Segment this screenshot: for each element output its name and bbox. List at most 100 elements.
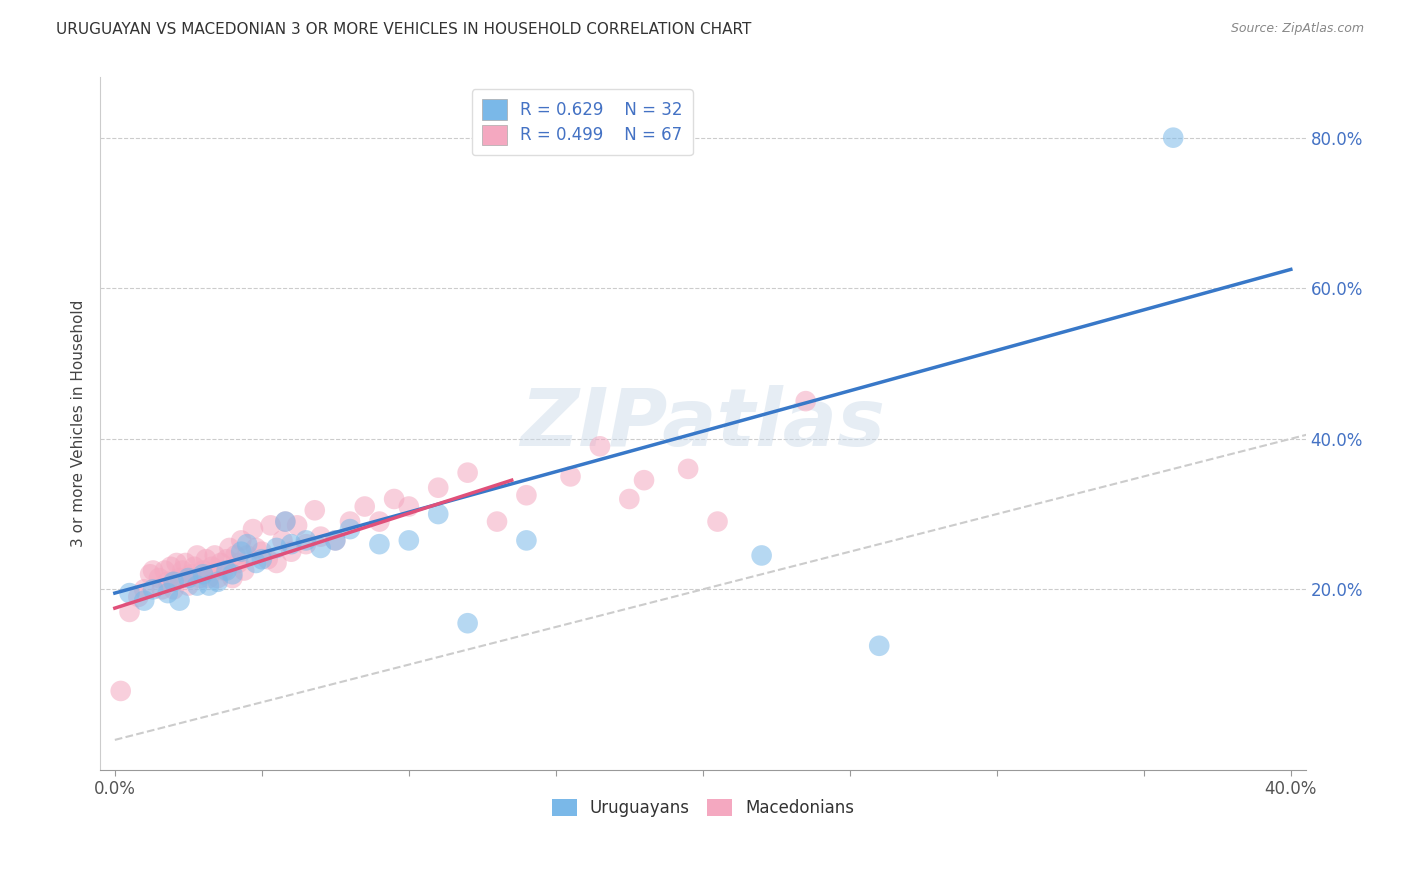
Point — [271, 533, 294, 548]
Point — [353, 500, 375, 514]
Point — [169, 593, 191, 607]
Point — [177, 571, 200, 585]
Point — [382, 491, 405, 506]
Point — [794, 394, 817, 409]
Point — [339, 522, 361, 536]
Point — [427, 481, 450, 495]
Point — [118, 586, 141, 600]
Point — [368, 515, 391, 529]
Point — [266, 541, 288, 555]
Point — [172, 564, 194, 578]
Point — [186, 578, 208, 592]
Point — [427, 507, 450, 521]
Point — [398, 500, 420, 514]
Point — [515, 533, 537, 548]
Point — [188, 571, 211, 585]
Point — [201, 559, 224, 574]
Point — [204, 549, 226, 563]
Point — [231, 544, 253, 558]
Point — [215, 564, 238, 578]
Point — [323, 533, 346, 548]
Point — [215, 552, 238, 566]
Point — [198, 578, 221, 592]
Point — [280, 544, 302, 558]
Point — [259, 518, 281, 533]
Point — [218, 541, 240, 555]
Point — [148, 571, 170, 585]
Point — [457, 466, 479, 480]
Point — [118, 605, 141, 619]
Point — [156, 574, 179, 589]
Point — [194, 552, 217, 566]
Point — [162, 574, 184, 589]
Point — [127, 590, 149, 604]
Point — [274, 515, 297, 529]
Point — [209, 556, 232, 570]
Point — [207, 571, 229, 585]
Point — [256, 552, 278, 566]
Point — [191, 564, 214, 578]
Point — [245, 556, 267, 570]
Point — [183, 559, 205, 574]
Point — [309, 530, 332, 544]
Point — [191, 567, 214, 582]
Point — [619, 491, 641, 506]
Point — [486, 515, 509, 529]
Point — [295, 533, 318, 548]
Point — [110, 684, 132, 698]
Point — [368, 537, 391, 551]
Point — [174, 556, 197, 570]
Point — [198, 571, 221, 585]
Point — [242, 522, 264, 536]
Point — [159, 559, 181, 574]
Point — [751, 549, 773, 563]
Point — [226, 556, 249, 570]
Point — [245, 541, 267, 555]
Point — [212, 564, 235, 578]
Point — [177, 578, 200, 592]
Point — [142, 582, 165, 597]
Point — [162, 582, 184, 597]
Point — [186, 549, 208, 563]
Point — [233, 564, 256, 578]
Point — [231, 533, 253, 548]
Point — [676, 462, 699, 476]
Point — [156, 586, 179, 600]
Point — [868, 639, 890, 653]
Text: ZIPatlas: ZIPatlas — [520, 384, 886, 463]
Point — [221, 571, 243, 585]
Point — [1161, 130, 1184, 145]
Point — [280, 537, 302, 551]
Point — [304, 503, 326, 517]
Legend: Uruguayans, Macedonians: Uruguayans, Macedonians — [546, 792, 860, 824]
Point — [706, 515, 728, 529]
Point — [398, 533, 420, 548]
Point — [134, 582, 156, 597]
Point — [139, 567, 162, 582]
Point — [560, 469, 582, 483]
Point — [323, 533, 346, 548]
Point — [221, 567, 243, 582]
Point — [295, 537, 318, 551]
Point — [339, 515, 361, 529]
Point — [266, 556, 288, 570]
Point — [457, 616, 479, 631]
Point — [274, 515, 297, 529]
Point — [250, 552, 273, 566]
Text: URUGUAYAN VS MACEDONIAN 3 OR MORE VEHICLES IN HOUSEHOLD CORRELATION CHART: URUGUAYAN VS MACEDONIAN 3 OR MORE VEHICL… — [56, 22, 752, 37]
Point — [633, 473, 655, 487]
Point — [285, 518, 308, 533]
Point — [589, 439, 612, 453]
Point — [153, 564, 176, 578]
Point — [309, 541, 332, 555]
Point — [169, 571, 191, 585]
Text: Source: ZipAtlas.com: Source: ZipAtlas.com — [1230, 22, 1364, 36]
Point — [166, 556, 188, 570]
Point — [236, 537, 259, 551]
Point — [180, 567, 202, 582]
Point — [134, 593, 156, 607]
Point — [250, 544, 273, 558]
Point — [515, 488, 537, 502]
Point — [224, 549, 246, 563]
Point — [236, 549, 259, 563]
